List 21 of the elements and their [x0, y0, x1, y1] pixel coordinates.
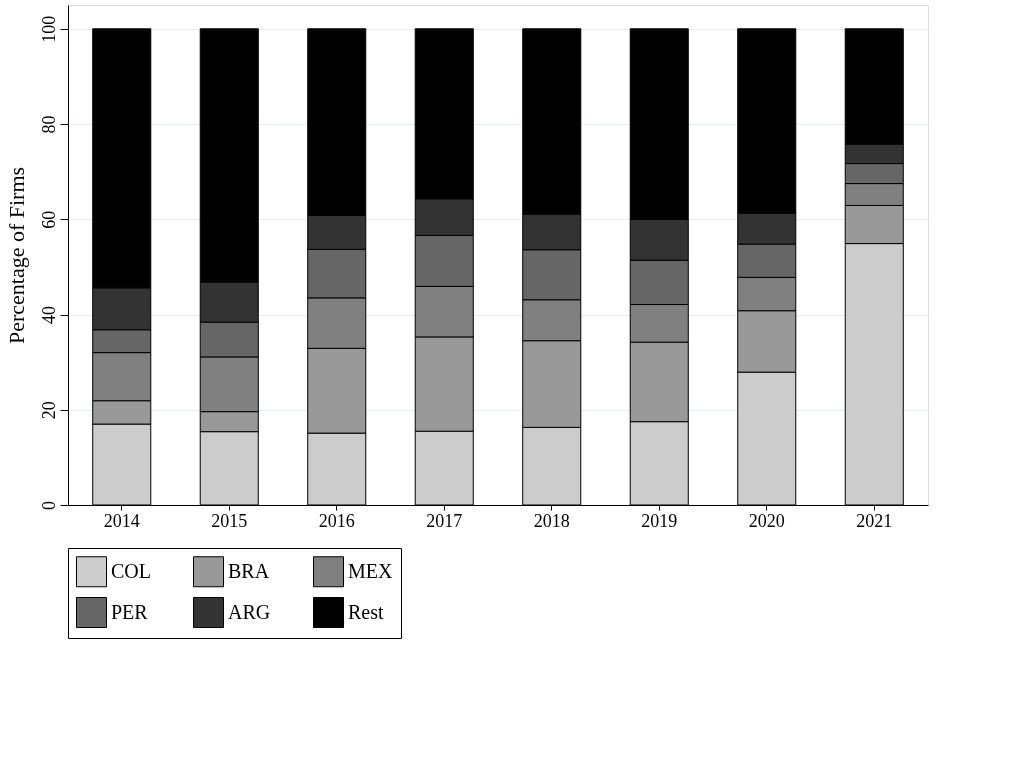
x-tick-label: 2020 [748, 510, 785, 531]
y-axis-title: Percentage of Firms [3, 166, 29, 345]
x-tick-label: 2014 [103, 510, 140, 531]
y-tick-label: 0 [38, 501, 59, 510]
y-tick-label: 60 [38, 210, 59, 229]
legend-label: Rest [348, 600, 384, 623]
legend-label: BRA [228, 559, 270, 582]
y-tick-label: 40 [38, 306, 59, 325]
x-tick-label: 2017 [426, 510, 463, 531]
legend-label: ARG [228, 600, 271, 623]
legend-label: COL [111, 559, 151, 582]
y-tick-label: 20 [38, 401, 59, 420]
legend-label: MEX [348, 559, 393, 582]
y-tick-label: 80 [38, 115, 59, 134]
x-tick-label: 2019 [641, 510, 678, 531]
x-tick-label: 2021 [856, 510, 893, 531]
legend-label: PER [111, 600, 149, 623]
x-tick-label: 2016 [318, 510, 355, 531]
x-tick-label: 2018 [533, 510, 570, 531]
x-tick-label: 2015 [211, 510, 248, 531]
y-tick-label: 100 [38, 15, 59, 43]
